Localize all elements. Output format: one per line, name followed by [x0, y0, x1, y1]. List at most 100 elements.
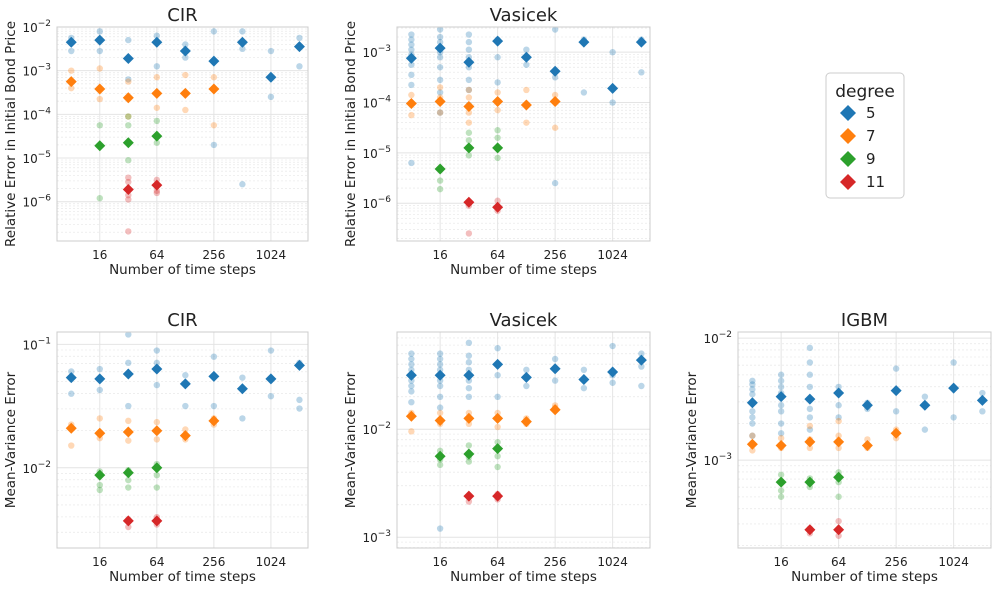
sample-point-degree-5 [296, 405, 303, 412]
sample-point-degree-5 [436, 109, 444, 116]
sample-point-degree-5 [609, 379, 616, 386]
legend-marker-degree-11 [840, 174, 856, 190]
mean-marker-degree-5 [94, 34, 106, 46]
chart-panel-3: 16 64 256 1024 10−2 10−3 Vasicek Number of time… [343, 310, 651, 585]
mean-marker-degree-11 [492, 201, 504, 213]
mean-marker-degree-7 [861, 439, 873, 451]
sample-point-degree-11 [125, 191, 132, 199]
legend-marker-degree-5 [840, 105, 856, 121]
x-tick-label: 256 [544, 248, 567, 262]
sample-point-degree-9 [153, 471, 161, 479]
sample-point-degree-5 [408, 361, 415, 368]
sample-point-degree-7 [125, 437, 132, 444]
sample-point-degree-5 [239, 415, 246, 422]
sample-point-degree-7 [494, 423, 501, 431]
sample-point-degree-5 [436, 89, 444, 96]
chart-panel-4: 16 64 256 1024 10−2 10−3 IGBM Number of time st… [684, 310, 992, 585]
mean-marker-degree-5 [463, 369, 475, 381]
x-tick-label: 256 [202, 555, 225, 569]
sample-point-degree-5 [465, 38, 473, 46]
x-tick-label: 64 [490, 555, 505, 569]
mean-marker-degree-9 [434, 450, 446, 462]
sample-point-degree-5 [609, 99, 616, 106]
mean-marker-degree-7 [775, 439, 787, 451]
mean-marker-degree-5 [179, 378, 191, 390]
plot-area [65, 28, 305, 235]
sample-point-degree-5 [68, 368, 75, 375]
sample-point-degree-7 [523, 86, 530, 94]
sample-point-degree-7 [465, 109, 473, 116]
y-tick-label: 10−2 [22, 19, 51, 35]
axes-frame [56, 26, 309, 242]
sample-point-degree-11 [125, 228, 132, 235]
sample-point-degree-5 [465, 46, 473, 53]
x-tick-label: 1024 [597, 248, 628, 262]
sample-point-degree-5 [408, 71, 415, 79]
y-tick-label: 10−3 [362, 529, 391, 545]
mean-marker-degree-9 [434, 163, 446, 175]
sample-point-degree-5 [465, 86, 473, 94]
x-tick-label: 1024 [597, 555, 628, 569]
y-axis-label: Mean-Variance Error [343, 371, 359, 508]
mean-marker-degree-5 [434, 369, 446, 381]
sample-point-degree-7 [436, 84, 444, 91]
sample-point-degree-5 [494, 345, 501, 352]
y-tick-label: 10−4 [362, 95, 391, 111]
sample-point-degree-5 [921, 426, 929, 433]
sample-point-degree-9 [494, 127, 501, 134]
axes-frame [396, 331, 651, 549]
sample-point-degree-5 [436, 355, 444, 363]
mean-marker-degree-7 [434, 415, 446, 427]
sample-point-degree-5 [436, 404, 444, 411]
axes-frame [56, 331, 309, 549]
sample-point-degree-5 [68, 47, 75, 55]
x-tick-label: 64 [490, 248, 505, 262]
mean-marker-degree-5 [635, 36, 647, 48]
mean-marker-degree-5 [635, 354, 647, 366]
sample-point-degree-5 [408, 36, 415, 43]
sample-point-degree-5 [436, 76, 444, 84]
x-tick-label: 16 [432, 248, 447, 262]
plot-area [405, 339, 647, 532]
sample-point-degree-5 [436, 27, 444, 33]
mean-marker-degree-5 [265, 71, 277, 83]
x-tick-label: 64 [831, 555, 846, 569]
mean-marker-degree-11 [151, 515, 163, 527]
sample-point-degree-5 [806, 414, 814, 421]
mean-marker-degree-11 [122, 515, 134, 527]
mean-marker-degree-5 [463, 56, 475, 68]
mean-marker-degree-5 [208, 55, 220, 67]
y-tick-label: 10−3 [362, 44, 391, 60]
sample-point-degree-7 [494, 106, 501, 114]
mean-marker-degree-5 [492, 358, 504, 370]
mean-marker-degree-7 [151, 87, 163, 99]
y-tick-label: 10−1 [22, 336, 51, 352]
sample-point-degree-5 [182, 41, 189, 48]
x-tick-label: 64 [149, 555, 164, 569]
sample-point-degree-7 [96, 65, 103, 72]
mean-marker-degree-5 [293, 41, 305, 53]
y-tick-label: 10−6 [22, 194, 51, 210]
sample-point-degree-5 [523, 46, 530, 53]
sample-point-degree-5 [749, 414, 756, 421]
sample-point-degree-5 [638, 350, 645, 357]
sample-point-degree-11 [153, 187, 161, 194]
sample-point-degree-5 [153, 381, 161, 389]
sample-point-degree-5 [96, 365, 103, 373]
sample-point-degree-5 [892, 365, 900, 372]
sample-point-degree-5 [749, 420, 756, 427]
x-tick-label: 1024 [256, 555, 287, 569]
mean-marker-degree-9 [122, 467, 134, 479]
sample-point-degree-7 [182, 71, 189, 79]
sample-point-degree-5 [68, 390, 75, 397]
sample-point-degree-7 [494, 89, 501, 96]
mean-marker-degree-5 [976, 394, 988, 406]
mean-marker-degree-5 [236, 383, 248, 395]
sample-point-degree-5 [239, 181, 246, 188]
sample-point-degree-5 [153, 347, 161, 354]
mean-marker-degree-5 [549, 65, 561, 77]
sample-point-degree-9 [465, 442, 473, 449]
sample-point-degree-9 [465, 458, 473, 465]
sample-point-degree-9 [436, 177, 444, 184]
sample-point-degree-7 [408, 91, 415, 99]
